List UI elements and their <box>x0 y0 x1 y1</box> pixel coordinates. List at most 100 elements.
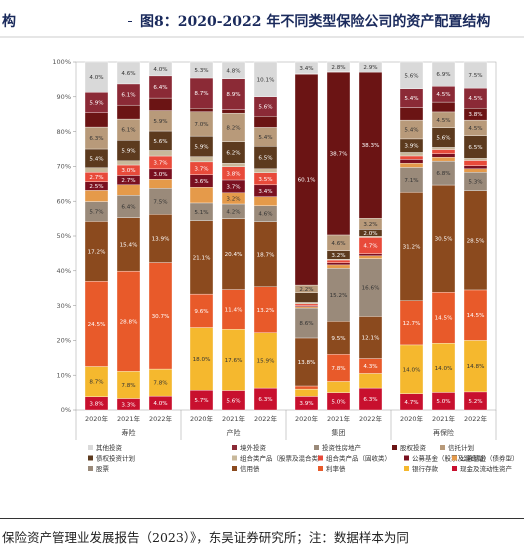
header-svg: 构 图8：2020-2022 年不同类型保险公司的资产配置结构 <box>0 0 524 38</box>
data-label: 14.8% <box>467 364 485 370</box>
data-label: 5.7% <box>194 398 208 404</box>
data-label: 14.0% <box>403 367 421 373</box>
bar-segment <box>400 163 423 167</box>
data-label: 3.2% <box>363 222 377 228</box>
figure-header: 构 图8：2020-2022 年不同类型保险公司的资产配置结构 <box>0 0 524 38</box>
data-label: 3.7% <box>226 184 240 190</box>
data-label: 5.7% <box>89 209 103 215</box>
data-label: 8.2% <box>226 125 240 131</box>
data-label: 4.0% <box>89 75 103 81</box>
data-label: 5.3% <box>468 180 482 186</box>
data-label: 5.4% <box>258 135 272 141</box>
data-label: 4.2% <box>226 209 240 215</box>
bar-segment <box>254 169 277 173</box>
data-label: 5.6% <box>226 398 240 404</box>
bar-segment <box>85 190 108 201</box>
bar-segment <box>149 150 172 156</box>
x-tick-label: 2022年 <box>359 414 383 423</box>
data-label: 5.6% <box>258 105 272 111</box>
data-label: 60.1% <box>298 178 316 184</box>
data-label: 5.2% <box>468 399 482 405</box>
legend-swatch <box>392 445 397 450</box>
data-label: 12.1% <box>362 335 380 341</box>
data-label: 4.5% <box>436 92 450 98</box>
data-label: 3.8% <box>226 171 240 177</box>
x-tick-label: 2021年 <box>117 414 141 423</box>
data-label: 3.2% <box>226 196 240 202</box>
legend-swatch <box>232 445 237 450</box>
y-tick-label: 80% <box>57 128 71 136</box>
legend-label: 利率债 <box>326 464 346 473</box>
y-tick-label: 60% <box>57 197 71 205</box>
data-label: 17.6% <box>225 358 243 364</box>
data-label: 30.5% <box>435 237 453 243</box>
data-label: 6.9% <box>436 72 450 78</box>
bar-segment <box>295 386 318 389</box>
data-label: 5.0% <box>331 399 345 405</box>
x-tick-label: 2021年 <box>222 414 246 423</box>
y-tick-label: 0% <box>61 406 71 414</box>
data-label: 3.5% <box>258 177 272 183</box>
data-label: 5.0% <box>436 399 450 405</box>
legend-swatch <box>314 445 319 450</box>
legend-label: 组合类产品（股票及混合类） <box>240 454 325 463</box>
bar-segment <box>327 263 350 265</box>
data-label: 10.1% <box>257 77 275 83</box>
data-label: 5.4% <box>89 156 103 162</box>
data-label: 6.2% <box>226 150 240 156</box>
data-label: 3.2% <box>331 253 345 259</box>
header-divider <box>128 21 132 22</box>
x-tick-label: 2022年 <box>464 414 488 423</box>
bar-segment <box>295 304 318 306</box>
data-label: 8.6% <box>299 321 313 327</box>
data-label: 3.8% <box>89 401 103 407</box>
data-label: 2.8% <box>331 65 345 71</box>
legend-label: 其他投资 <box>96 443 123 452</box>
x-tick-label: 2020年 <box>400 414 424 423</box>
data-label: 31.2% <box>403 244 421 250</box>
data-label: 5.4% <box>404 96 418 102</box>
legend-swatch <box>452 456 457 461</box>
bar-segment <box>464 160 487 165</box>
data-label: 6.3% <box>89 136 103 142</box>
x-group-label: 集团 <box>332 428 346 437</box>
bar-segment <box>117 161 140 165</box>
data-label: 4.7% <box>363 244 377 250</box>
data-label: 15.9% <box>257 358 275 364</box>
data-label: 14.5% <box>467 313 485 319</box>
legend-label: 股权投资 <box>400 443 427 452</box>
data-label: 4.0% <box>153 67 167 73</box>
data-label: 6.3% <box>363 397 377 403</box>
data-label: 6.8% <box>436 171 450 177</box>
data-label: 4.3% <box>363 364 377 370</box>
data-label: 2.5% <box>89 184 103 190</box>
data-label: 3.6% <box>194 179 208 185</box>
data-label: 7.8% <box>153 381 167 387</box>
data-label: 28.5% <box>467 238 485 244</box>
x-group-label: 再保险 <box>433 428 454 437</box>
data-label: 6.1% <box>121 128 135 134</box>
data-label: 5.4% <box>404 128 418 134</box>
data-label: 7.8% <box>331 366 345 372</box>
x-tick-label: 2022年 <box>149 414 173 423</box>
bar-segment <box>400 108 423 121</box>
figure-title: 图8：2020-2022 年不同类型保险公司的资产配置结构 <box>140 13 490 30</box>
bar-segment <box>222 163 245 166</box>
bar-segment <box>254 116 277 127</box>
y-tick-label: 40% <box>57 267 71 275</box>
legend-swatch <box>232 456 237 461</box>
legend-swatch <box>318 456 323 461</box>
data-label: 3.4% <box>299 66 313 72</box>
data-label: 3.7% <box>194 166 208 172</box>
bar-segment <box>295 307 318 308</box>
data-label: 24.5% <box>88 322 106 328</box>
data-label: 4.6% <box>331 241 345 247</box>
y-tick-label: 50% <box>57 232 71 240</box>
legend-label: 银行存款 <box>412 464 439 473</box>
data-label: 30.7% <box>152 314 170 320</box>
data-label: 20.4% <box>225 252 243 258</box>
data-label: 3.9% <box>404 144 418 150</box>
bar-segment <box>359 373 382 388</box>
y-tick-label: 30% <box>57 302 71 310</box>
data-label: 13.9% <box>152 236 170 242</box>
